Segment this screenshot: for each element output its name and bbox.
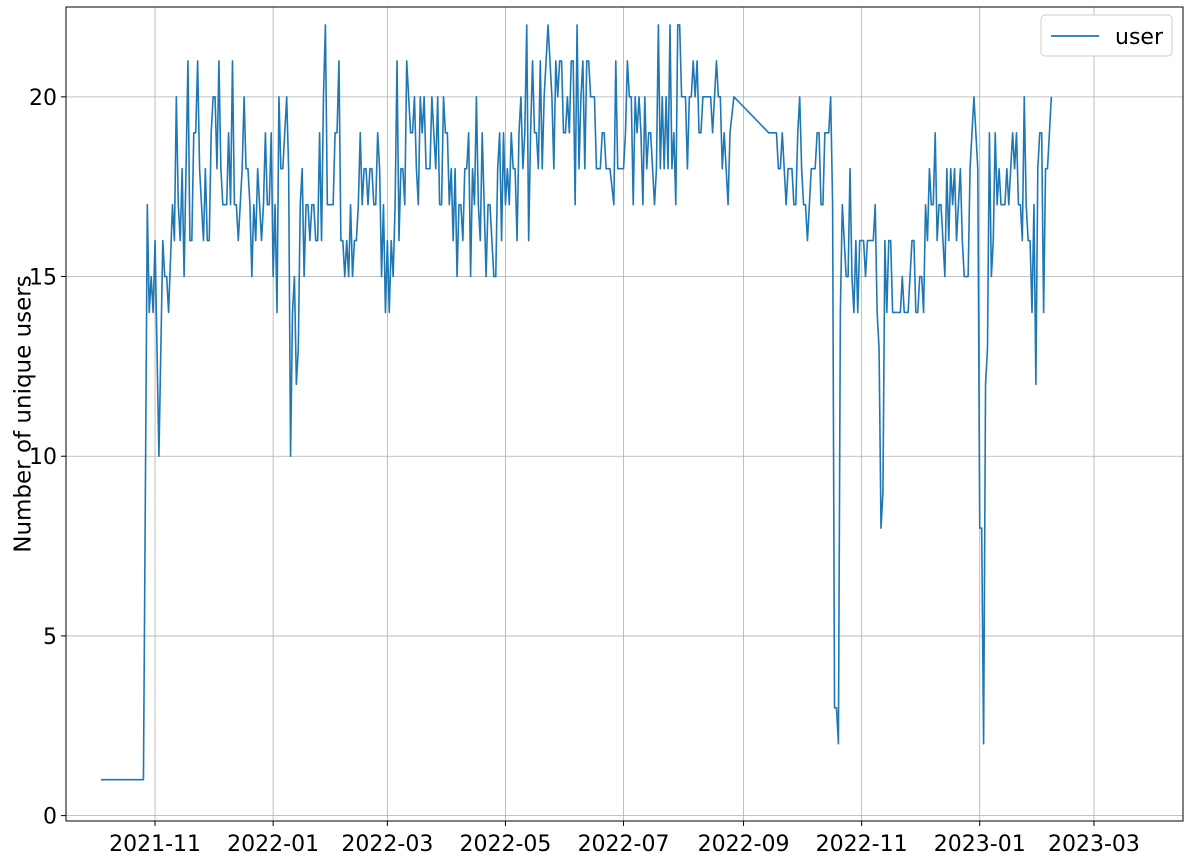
x-axis: 2021-11 2022-01 2022-03 2022-05 2022-07 2022-… [109,821,1140,856]
x-tick-label: 2022-05 [459,832,551,856]
grid [66,7,1183,821]
x-tick-label: 2022-03 [341,832,433,856]
legend-box [1040,14,1173,57]
x-tick-label: 2022-01 [227,832,319,856]
x-tick-label: 2022-11 [816,832,908,856]
y-tick-label: 20 [29,86,57,111]
plot-frame [65,6,1184,822]
x-tick-label: 2021-11 [109,832,201,856]
y-axis: 0 5 10 15 20 [29,86,66,830]
x-tick-label: 2022-07 [578,832,670,856]
y-tick-label: 5 [43,625,57,650]
series-layer [100,24,1053,781]
y-tick-label: 10 [29,445,57,470]
x-tick-label: 2022-09 [698,832,790,856]
series-line-user [100,24,1053,781]
y-tick-label: 0 [43,805,57,830]
legend-label-user: user [1115,25,1164,50]
y-axis-label: Number of unique users [11,275,37,553]
legend: user [1040,14,1173,57]
x-tick-label: 2023-01 [934,832,1026,856]
x-tick-label: 2023-03 [1048,832,1140,856]
y-tick-label: 15 [29,266,57,291]
